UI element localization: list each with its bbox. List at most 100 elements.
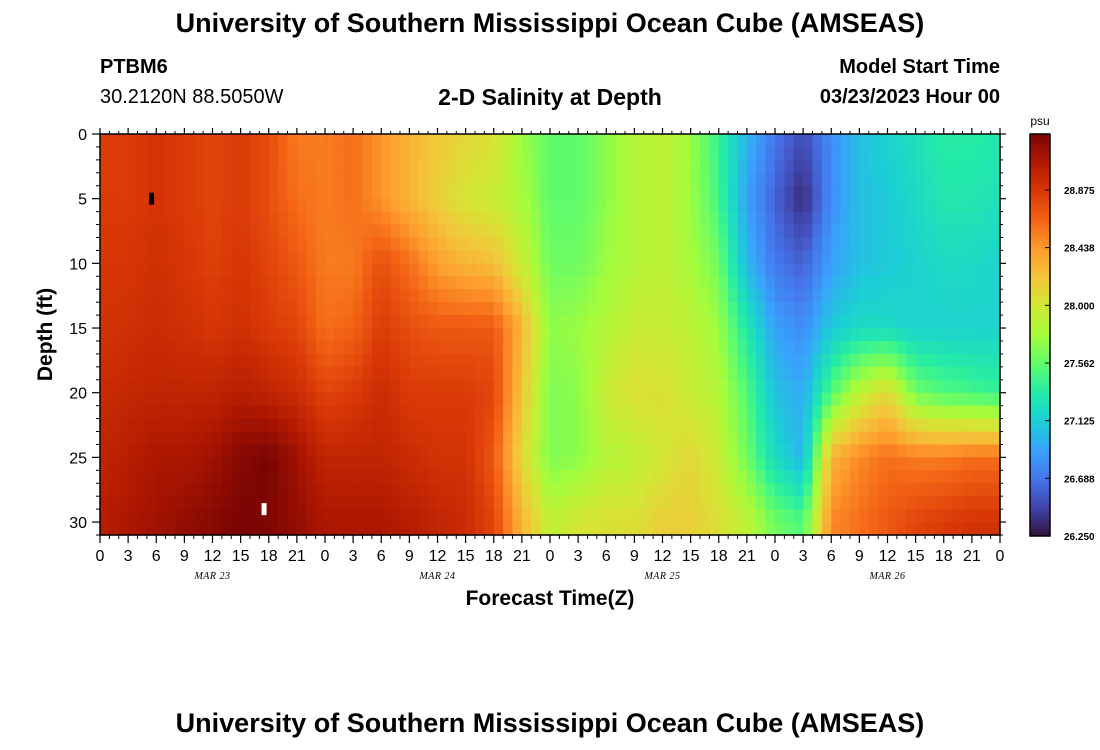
heatmap-cell xyxy=(784,250,795,264)
heatmap-cell xyxy=(503,483,514,497)
heatmap-cell xyxy=(887,211,898,226)
heatmap-cell xyxy=(531,509,542,523)
heatmap-cell xyxy=(100,509,110,523)
heatmap-cell xyxy=(746,328,757,342)
heatmap-cell xyxy=(390,276,401,290)
heatmap-cell xyxy=(868,353,879,368)
heatmap-cell xyxy=(981,328,992,342)
heatmap-cell xyxy=(503,134,514,148)
heatmap-cell xyxy=(568,340,579,355)
heatmap-cell xyxy=(671,328,682,342)
heatmap-cell xyxy=(756,198,767,213)
heatmap-cell xyxy=(221,263,232,277)
heatmap-cell xyxy=(868,418,879,433)
heatmap-cell xyxy=(662,276,673,290)
heatmap-cell xyxy=(831,392,842,407)
heatmap-cell xyxy=(718,392,729,407)
heatmap-cell xyxy=(812,366,823,381)
heatmap-cell xyxy=(465,483,476,497)
heatmap-cell xyxy=(906,198,917,213)
heatmap-cell xyxy=(353,185,364,200)
heatmap-cell xyxy=(718,289,729,303)
heatmap-cell xyxy=(100,392,110,407)
heatmap-cell xyxy=(100,172,110,187)
heatmap-cell xyxy=(568,302,579,316)
heatmap-cell xyxy=(803,289,814,303)
heatmap-cell xyxy=(128,289,139,303)
heatmap-cell xyxy=(831,379,842,394)
heatmap-cell xyxy=(925,366,935,381)
heatmap-cell xyxy=(428,159,439,174)
heatmap-cell xyxy=(596,509,607,523)
heatmap-cell xyxy=(728,263,739,277)
heatmap-cell xyxy=(550,328,560,342)
heatmap-cell xyxy=(784,289,795,303)
heatmap-cell xyxy=(231,366,242,381)
heatmap-cell xyxy=(615,224,626,239)
heatmap-cell xyxy=(446,250,457,264)
heatmap-cell xyxy=(550,172,560,187)
heatmap-cell xyxy=(353,340,364,355)
heatmap-cell xyxy=(596,224,607,239)
heatmap-cell xyxy=(390,302,401,316)
heatmap-cell xyxy=(221,431,232,446)
heatmap-cell xyxy=(400,198,410,213)
heatmap-cell xyxy=(634,483,645,497)
heatmap-cell xyxy=(203,328,214,342)
heatmap-cell xyxy=(353,315,364,329)
heatmap-cell xyxy=(128,302,139,316)
heatmap-cell xyxy=(456,509,467,523)
heatmap-cell xyxy=(653,276,664,290)
heatmap-cell xyxy=(784,509,795,523)
heatmap-cell xyxy=(362,418,373,433)
heatmap-cell xyxy=(840,444,851,458)
heatmap-cell xyxy=(306,522,317,536)
heatmap-cell xyxy=(700,211,710,226)
heatmap-cell xyxy=(812,444,823,458)
heatmap-cell xyxy=(512,134,523,148)
heatmap-cell xyxy=(700,315,710,329)
heatmap-cell xyxy=(484,444,495,458)
heatmap-cell xyxy=(840,509,851,523)
heatmap-cell xyxy=(784,366,795,381)
heatmap-cell xyxy=(896,250,907,264)
heatmap-cell xyxy=(503,470,514,484)
heatmap-cell xyxy=(634,470,645,484)
heatmap-cell xyxy=(578,522,589,536)
heatmap-cell xyxy=(850,198,860,213)
heatmap-cell xyxy=(746,263,757,277)
heatmap-cell xyxy=(896,405,907,420)
heatmap-cell xyxy=(390,211,401,226)
heatmap-cell xyxy=(625,146,635,161)
heatmap-cell xyxy=(793,379,804,394)
heatmap-cell xyxy=(231,302,242,316)
heatmap-cell xyxy=(296,366,307,381)
heatmap-cell xyxy=(906,405,917,420)
heatmap-cell xyxy=(840,224,851,239)
heatmap-cell xyxy=(221,159,232,174)
heatmap-cell xyxy=(662,405,673,420)
heatmap-cell xyxy=(690,340,701,355)
heatmap-cell xyxy=(540,509,551,523)
heatmap-cell xyxy=(325,366,335,381)
heatmap-cell xyxy=(428,263,439,277)
heatmap-cell xyxy=(596,431,607,446)
heatmap-cell xyxy=(831,340,842,355)
heatmap-cell xyxy=(906,496,917,510)
heatmap-cell xyxy=(221,405,232,420)
heatmap-cell xyxy=(296,496,307,510)
heatmap-cell xyxy=(268,211,279,226)
heatmap-cell xyxy=(868,276,879,290)
heatmap-cell xyxy=(709,353,720,368)
heatmap-cell xyxy=(756,237,767,252)
heatmap-cell xyxy=(296,315,307,329)
heatmap-cell xyxy=(587,134,598,148)
heatmap-cell xyxy=(118,211,129,226)
heatmap-cell xyxy=(765,263,776,277)
heatmap-cell xyxy=(203,146,214,161)
heatmap-cell xyxy=(746,431,757,446)
heatmap-cell xyxy=(100,315,110,329)
x-tick-label: 18 xyxy=(260,548,278,565)
heatmap-cell xyxy=(990,418,1001,433)
heatmap-cell xyxy=(700,366,710,381)
